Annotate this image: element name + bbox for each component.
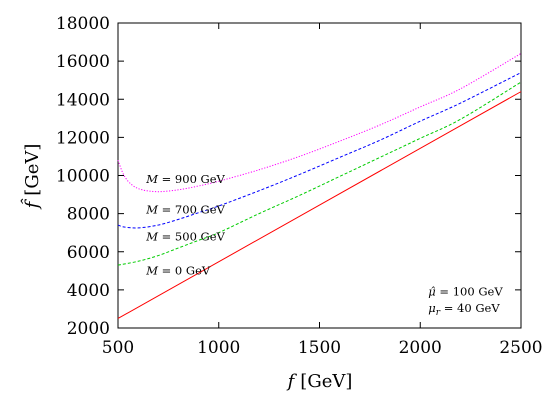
y-tick-label: 12000	[56, 128, 110, 148]
y-tick-label: 6000	[67, 243, 110, 263]
series-labels: M = 0 GeV M = 500 GeV M = 700 GeV M = 900 G…	[145, 172, 225, 278]
axis-ticks: 500 1000 1500 2000 2500 2000 4000 6000 8000 10000…	[56, 14, 543, 358]
series-line-3	[117, 53, 522, 193]
y-tick-label: 8000	[67, 205, 110, 225]
y-tick-label: 4000	[67, 281, 110, 301]
x-tick-label: 1500	[298, 338, 341, 358]
x-axis-label: f [GeV]	[286, 371, 353, 392]
series-label-3: M = 900 GeV	[145, 172, 225, 186]
series-line-1	[117, 81, 522, 266]
series-line-0	[117, 91, 522, 319]
annotation-group: μ̂ = 100 GeV μr = 40 GeV	[428, 285, 503, 318]
x-tick-label: 2000	[399, 338, 442, 358]
y-tick-label: 16000	[56, 52, 110, 72]
series-label-0: M = 0 GeV	[145, 264, 211, 278]
x-tick-label: 1000	[197, 338, 240, 358]
param-annotation-0: μ̂ = 100 GeV	[428, 285, 503, 299]
y-tick-label: 18000	[56, 14, 110, 34]
series-label-2: M = 700 GeV	[145, 203, 225, 217]
x-tick-label: 2500	[499, 338, 542, 358]
param-annotation-1: μr = 40 GeV	[428, 301, 500, 318]
y-tick-label: 10000	[56, 167, 110, 187]
x-tick-label: 500	[102, 338, 134, 358]
y-tick-label: 14000	[56, 90, 110, 110]
y-tick-label: 2000	[67, 319, 110, 339]
series-label-1: M = 500 GeV	[145, 229, 225, 243]
series-group	[117, 53, 522, 319]
y-axis-label: f̂[GeV]	[20, 144, 43, 211]
series-line-2	[117, 72, 522, 229]
